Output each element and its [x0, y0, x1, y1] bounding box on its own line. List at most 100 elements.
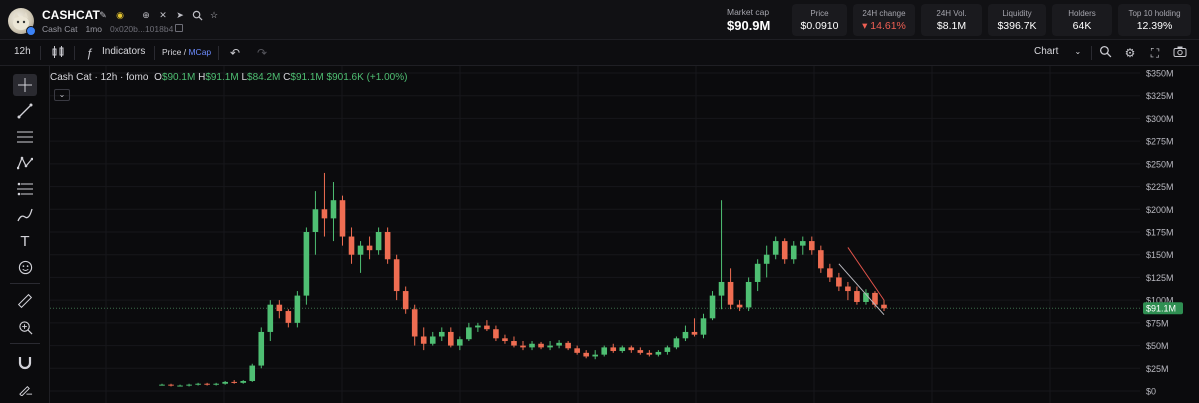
- candle-body: [222, 381, 228, 384]
- parallel-channel-icon[interactable]: [13, 126, 37, 148]
- zoom-icon[interactable]: [13, 316, 37, 338]
- redo-icon[interactable]: ↷: [256, 46, 268, 60]
- candle-body: [402, 291, 409, 310]
- website-icon[interactable]: ⊕: [142, 9, 150, 20]
- candle-body: [195, 383, 201, 385]
- candle-body: [619, 347, 626, 352]
- search-icon[interactable]: [190, 8, 204, 22]
- stat-value: $0.0910: [800, 20, 839, 32]
- stat-24h-volume: 24H Vol. $8.1M: [921, 4, 982, 36]
- candle-body: [204, 383, 210, 385]
- y-tick-label: $0: [1146, 387, 1156, 397]
- copy-icon[interactable]: [175, 24, 184, 32]
- candle-body: [348, 236, 355, 255]
- chart-grid: [50, 66, 1140, 403]
- candle-body: [159, 384, 165, 386]
- mcap-option[interactable]: MCap: [188, 47, 212, 57]
- y-tick-label: $350M: [1146, 69, 1174, 79]
- candle-body: [718, 281, 725, 296]
- camera-icon[interactable]: [1172, 45, 1188, 61]
- candle-body: [285, 311, 292, 323]
- settings-icon[interactable]: ⚙: [1124, 46, 1136, 60]
- candle-body: [294, 295, 301, 323]
- candle-body: [628, 347, 635, 351]
- ruler-icon[interactable]: [13, 290, 37, 312]
- candle-body: [646, 352, 653, 355]
- trendline-icon[interactable]: [13, 100, 37, 122]
- candle-body: [420, 336, 427, 344]
- candle-body: [547, 345, 553, 348]
- candle-body: [664, 347, 671, 352]
- chart-toolbar: 12h ƒ Indicators Price / MCap ↶ ↷ Chart ⌄…: [0, 40, 1199, 66]
- candle-body: [411, 309, 418, 337]
- x-twitter-icon[interactable]: ✕: [159, 9, 167, 20]
- y-tick-label: $25M: [1146, 364, 1169, 374]
- y-tick-label: $50M: [1146, 341, 1169, 351]
- candle-body: [556, 342, 562, 346]
- stat-value: 64K: [1072, 20, 1092, 32]
- candle-body: [610, 347, 617, 352]
- edit-icon[interactable]: ✎: [99, 9, 107, 20]
- candle-body: [357, 245, 364, 255]
- brush-icon[interactable]: [13, 204, 37, 226]
- candle-body: [276, 304, 283, 312]
- ohlc-legend: Cash Cat · 12h · fomo O$90.1M H$91.1M L$…: [50, 72, 407, 83]
- candle-body: [213, 383, 219, 385]
- legend-collapse-chevron-icon[interactable]: ⌄: [54, 89, 70, 101]
- candle-body: [466, 327, 472, 340]
- chart-type-selector[interactable]: Chart ⌄: [1034, 46, 1081, 57]
- y-tick-label: $100M: [1146, 296, 1174, 306]
- crosshair-icon[interactable]: [13, 74, 37, 96]
- candle-body: [845, 286, 851, 292]
- candle-body: [583, 352, 589, 357]
- candle-body: [448, 331, 454, 346]
- divider: [74, 46, 75, 60]
- divider: [154, 46, 155, 60]
- candle-type-icon[interactable]: [50, 45, 66, 61]
- candlestick-chart[interactable]: $350M $325M $300M $275M $250M $225M $200M $175M…: [50, 66, 1199, 403]
- candle-body: [673, 338, 680, 348]
- indicators-button[interactable]: Indicators: [102, 46, 146, 57]
- magnet-icon[interactable]: [13, 351, 37, 373]
- candle-body: [700, 318, 707, 335]
- candle-body: [872, 292, 878, 305]
- legend-low-key: L: [241, 72, 248, 83]
- fullscreen-icon[interactable]: ⛶: [1150, 46, 1160, 60]
- candle-body: [520, 345, 526, 348]
- candle-body: [781, 241, 788, 260]
- token-status-icon[interactable]: ◉: [116, 9, 124, 20]
- candle-body: [691, 331, 698, 335]
- undo-icon[interactable]: ↶: [229, 46, 241, 60]
- lock-draw-icon[interactable]: [13, 377, 37, 399]
- candle-body: [682, 331, 689, 339]
- legend-change: $901.6K (+1.00%): [326, 72, 408, 83]
- emoji-icon[interactable]: [13, 256, 37, 278]
- candle-body: [574, 348, 580, 353]
- candle-body: [511, 341, 517, 346]
- toggle-slash: /: [181, 47, 189, 57]
- indicators-icon[interactable]: ƒ: [86, 46, 94, 60]
- spacer: [130, 8, 136, 22]
- contract-address[interactable]: 0x020b...1018b4: [110, 24, 184, 34]
- stat-label: Price: [810, 9, 829, 18]
- candle-body: [565, 342, 571, 349]
- text-icon[interactable]: T: [20, 232, 30, 250]
- candle-body: [168, 384, 174, 386]
- candle-body: [339, 200, 346, 237]
- token-avatar[interactable]: [8, 8, 34, 34]
- telegram-icon[interactable]: ➤: [176, 9, 184, 20]
- price-mcap-toggle[interactable]: Price / MCap: [162, 47, 211, 57]
- candle-body: [538, 343, 544, 348]
- search-icon[interactable]: [1097, 45, 1113, 61]
- price-chart[interactable]: $350M $325M $300M $275M $250M $225M $200M $175M…: [50, 66, 1199, 403]
- star-icon[interactable]: ☆: [209, 9, 219, 20]
- verified-badge-icon: [26, 26, 36, 36]
- price-option[interactable]: Price: [162, 47, 182, 57]
- stat-liquidity: Liquidity $396.7K: [988, 4, 1046, 36]
- fib-icon[interactable]: [13, 178, 37, 200]
- interval-selector[interactable]: 12h: [14, 46, 31, 57]
- pattern-icon[interactable]: [13, 152, 37, 174]
- token-header: CASHCAT ✎ ◉ ⊕ ✕ ➤ ☆ Cash Cat 1mo 0x020b.…: [0, 0, 1199, 40]
- y-tick-label: $325M: [1146, 91, 1174, 101]
